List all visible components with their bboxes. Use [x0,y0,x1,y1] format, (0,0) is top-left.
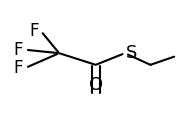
Text: S: S [126,44,137,62]
Text: O: O [89,76,103,94]
Text: F: F [13,59,23,77]
Text: F: F [30,22,39,40]
Text: F: F [13,41,23,59]
